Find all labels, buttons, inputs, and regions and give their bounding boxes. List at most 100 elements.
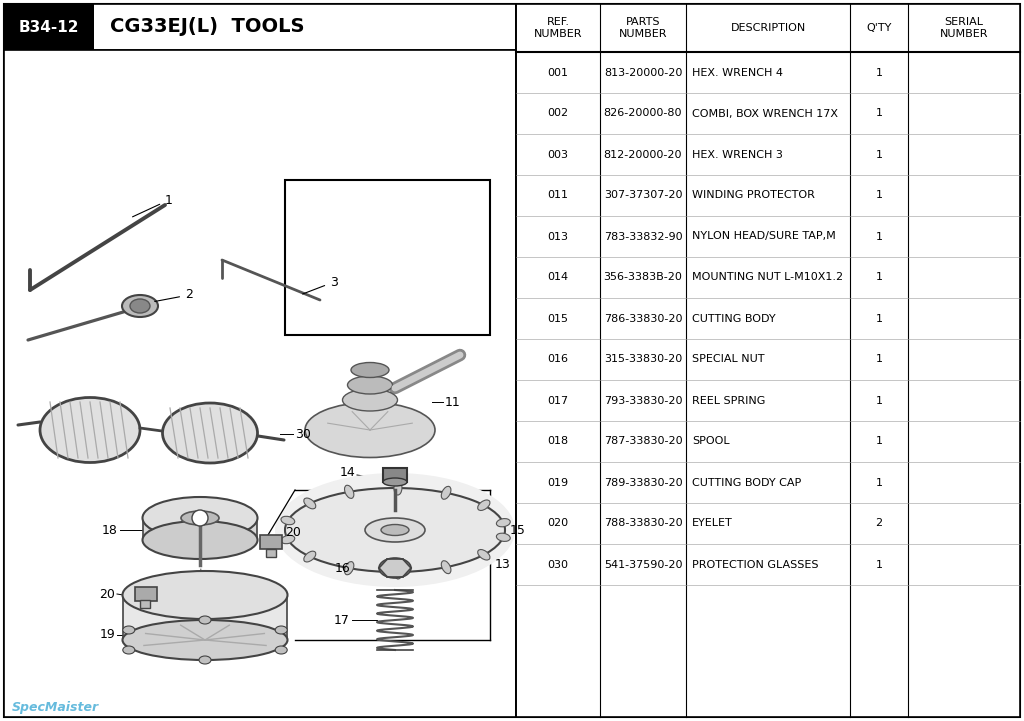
Ellipse shape (394, 565, 402, 579)
Ellipse shape (122, 295, 158, 317)
Text: SERIAL
NUMBER: SERIAL NUMBER (940, 17, 988, 39)
Ellipse shape (40, 397, 140, 462)
Polygon shape (123, 595, 287, 640)
Text: MOUNTING NUT L-M10X1.2: MOUNTING NUT L-M10X1.2 (692, 273, 843, 283)
Text: 786-33830-20: 786-33830-20 (604, 314, 682, 324)
Text: SpecMaister: SpecMaister (12, 702, 99, 715)
Ellipse shape (199, 616, 211, 624)
Text: 813-20000-20: 813-20000-20 (604, 68, 682, 77)
Text: 013: 013 (548, 231, 568, 242)
Ellipse shape (181, 511, 219, 525)
Ellipse shape (142, 497, 257, 539)
Text: 14: 14 (339, 466, 355, 479)
Bar (285, 180, 490, 335)
Ellipse shape (379, 558, 411, 578)
Text: 1: 1 (876, 231, 883, 242)
Text: 15: 15 (510, 523, 526, 536)
Text: NYLON HEAD/SURE TAP,M: NYLON HEAD/SURE TAP,M (692, 231, 836, 242)
Text: HEX. WRENCH 4: HEX. WRENCH 4 (692, 68, 783, 77)
Text: 001: 001 (548, 68, 568, 77)
Ellipse shape (123, 620, 288, 660)
Text: 541-37590-20: 541-37590-20 (604, 559, 682, 570)
Ellipse shape (142, 521, 257, 559)
Text: CG33EJ(L)  TOOLS: CG33EJ(L) TOOLS (110, 17, 304, 37)
Bar (135, 587, 157, 601)
Text: 787-33830-20: 787-33830-20 (604, 436, 682, 446)
Bar (260, 535, 282, 549)
Ellipse shape (123, 646, 135, 654)
Polygon shape (143, 518, 257, 540)
Ellipse shape (130, 299, 150, 313)
Text: PROTECTION GLASSES: PROTECTION GLASSES (692, 559, 818, 570)
Text: 11: 11 (445, 396, 461, 409)
Text: 13: 13 (495, 559, 511, 572)
Circle shape (193, 510, 208, 526)
Text: 1: 1 (876, 314, 883, 324)
Ellipse shape (281, 535, 295, 544)
Text: PARTS
NUMBER: PARTS NUMBER (618, 17, 668, 39)
Text: CUTTING BODY: CUTTING BODY (692, 314, 775, 324)
Text: 1: 1 (876, 190, 883, 200)
Text: 17: 17 (334, 614, 350, 627)
Bar (266, 549, 276, 557)
Text: 812-20000-20: 812-20000-20 (604, 149, 682, 159)
Text: 356-3383B-20: 356-3383B-20 (603, 273, 682, 283)
Ellipse shape (275, 646, 287, 654)
Ellipse shape (344, 562, 354, 575)
Ellipse shape (304, 551, 315, 562)
Ellipse shape (123, 626, 135, 634)
Text: EYELET: EYELET (692, 518, 733, 528)
Text: 30: 30 (295, 428, 311, 441)
Text: 1: 1 (132, 193, 173, 217)
Text: 015: 015 (548, 314, 568, 324)
Ellipse shape (199, 656, 211, 664)
Ellipse shape (275, 473, 515, 587)
Ellipse shape (365, 518, 425, 542)
Ellipse shape (285, 488, 505, 572)
Ellipse shape (477, 500, 489, 510)
Ellipse shape (441, 487, 451, 499)
Text: 014: 014 (548, 273, 568, 283)
Text: Q'TY: Q'TY (866, 23, 892, 33)
Text: 826-20000-80: 826-20000-80 (604, 108, 682, 118)
Text: 1: 1 (876, 108, 883, 118)
Text: 016: 016 (548, 355, 568, 365)
Ellipse shape (347, 376, 392, 394)
Text: DESCRIPTION: DESCRIPTION (730, 23, 806, 33)
Ellipse shape (304, 498, 315, 509)
Text: 030: 030 (548, 559, 568, 570)
Bar (4, 4, 94, 50)
Ellipse shape (344, 485, 354, 498)
Text: 3: 3 (303, 275, 338, 294)
Ellipse shape (381, 524, 409, 536)
Ellipse shape (305, 402, 435, 458)
Text: SPOOL: SPOOL (692, 436, 730, 446)
Text: COMBI, BOX WRENCH 17X: COMBI, BOX WRENCH 17X (692, 108, 838, 118)
Text: 18: 18 (102, 523, 118, 536)
Text: 003: 003 (548, 149, 568, 159)
Text: 783-33832-90: 783-33832-90 (604, 231, 682, 242)
Ellipse shape (351, 363, 389, 378)
Text: 16: 16 (334, 562, 350, 575)
Text: 018: 018 (548, 436, 568, 446)
Bar (4, 4, 516, 50)
Ellipse shape (497, 533, 510, 541)
Bar (516, 4, 1020, 717)
Bar (140, 600, 150, 608)
Text: CUTTING BODY CAP: CUTTING BODY CAP (692, 477, 801, 487)
Text: 020: 020 (548, 518, 568, 528)
Text: REF.
NUMBER: REF. NUMBER (534, 17, 583, 39)
Ellipse shape (281, 516, 295, 525)
Text: 20: 20 (285, 526, 301, 539)
Ellipse shape (163, 403, 257, 463)
Text: 1: 1 (876, 396, 883, 405)
Text: 017: 017 (548, 396, 568, 405)
Bar (4, 50, 516, 717)
Text: SPECIAL NUT: SPECIAL NUT (692, 355, 765, 365)
Text: 019: 019 (548, 477, 568, 487)
Text: B34-12: B34-12 (18, 19, 79, 35)
Ellipse shape (441, 561, 451, 574)
Text: 789-33830-20: 789-33830-20 (604, 477, 682, 487)
Text: 002: 002 (548, 108, 568, 118)
Bar (383, 468, 407, 482)
